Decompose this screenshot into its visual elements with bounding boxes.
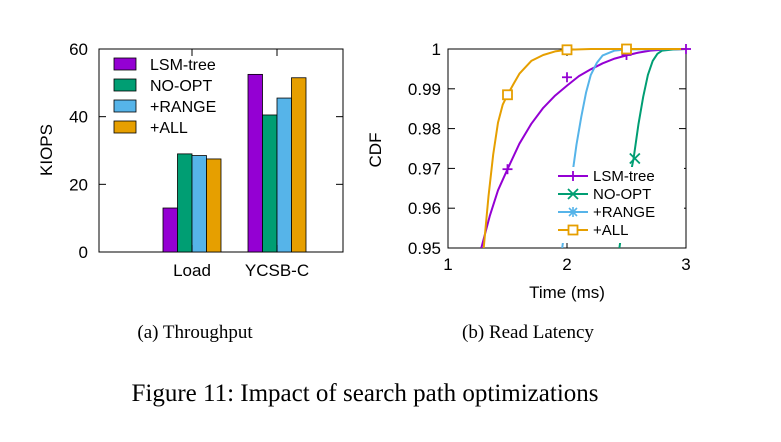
x-axis-label-b: Time (ms) [529,283,605,302]
marker-lsmtree [502,164,513,175]
legend-label: +RANGE [150,99,216,116]
marker-noopt [629,152,641,165]
figure-caption: Figure 11: Impact of search path optimiz… [131,380,598,407]
bar-all-load [206,158,222,253]
legend-label: LSM-tree [150,57,216,74]
y-tick-label: 0.95 [408,239,441,258]
marker-all [561,44,573,56]
legend-label: +ALL [593,222,628,239]
x-tick-label: 2 [562,255,571,274]
bar-noopt-load [177,153,193,253]
y-axis-label-b: CDF [366,133,385,168]
marker-lsmtree [681,44,691,54]
legend-marker [568,171,578,181]
caption-b: (b) Read Latency [462,322,594,343]
legend-label: LSM-tree [593,168,655,185]
marker-all [502,89,513,101]
legend-swatch [113,78,137,92]
x-tick-label: 3 [681,255,690,274]
y-tick-label: 20 [69,175,88,194]
legend-label: +RANGE [593,204,655,221]
bar-lsmtree-load [162,207,178,253]
x-tick-label: YCSB-C [245,261,309,280]
bar-noopt-ycsbc [262,114,278,253]
caption-a: (a) Throughput [137,322,253,343]
y-tick-label: 0.98 [408,120,441,139]
y-tick-label: 0.99 [408,80,441,99]
marker-all [621,43,632,55]
legend-marker [567,188,579,200]
legend-label: +ALL [150,120,188,137]
bar-range-ycsbc [276,97,292,253]
y-tick-label: 0.97 [408,159,441,178]
x-tick-label: 1 [443,255,452,274]
bar-range-load [191,155,207,253]
bar-all-ycsbc [291,77,307,253]
y-tick-label: 60 [69,40,88,59]
legend-swatch [113,120,137,134]
series-line-all [482,48,686,248]
marker-lsmtree [562,72,572,83]
legend-label: NO-OPT [593,186,651,203]
y-tick-label: 0.96 [408,199,441,218]
legend-swatch [113,57,137,71]
legend-swatch [113,99,137,113]
y-axis-label-a: KIOPS [37,124,56,176]
bar-lsmtree-ycsbc [247,73,263,253]
legend-label: NO-OPT [150,78,212,95]
read-latency-chart: 0.95 0.96 0.97 0.98 0.99 1 1 2 3 CDF Time (ms) L… [366,40,691,343]
legend-marker [567,224,579,236]
y-tick-label: 40 [69,108,88,127]
x-tick-label: Load [173,261,211,280]
y-tick-label: 0 [79,243,88,262]
throughput-chart: 0 20 40 60 Load YCSB-C KIOPS LSM-tree NO-OPT +… [37,40,344,343]
y-tick-label: 1 [432,40,441,59]
legend-marker [568,207,578,217]
